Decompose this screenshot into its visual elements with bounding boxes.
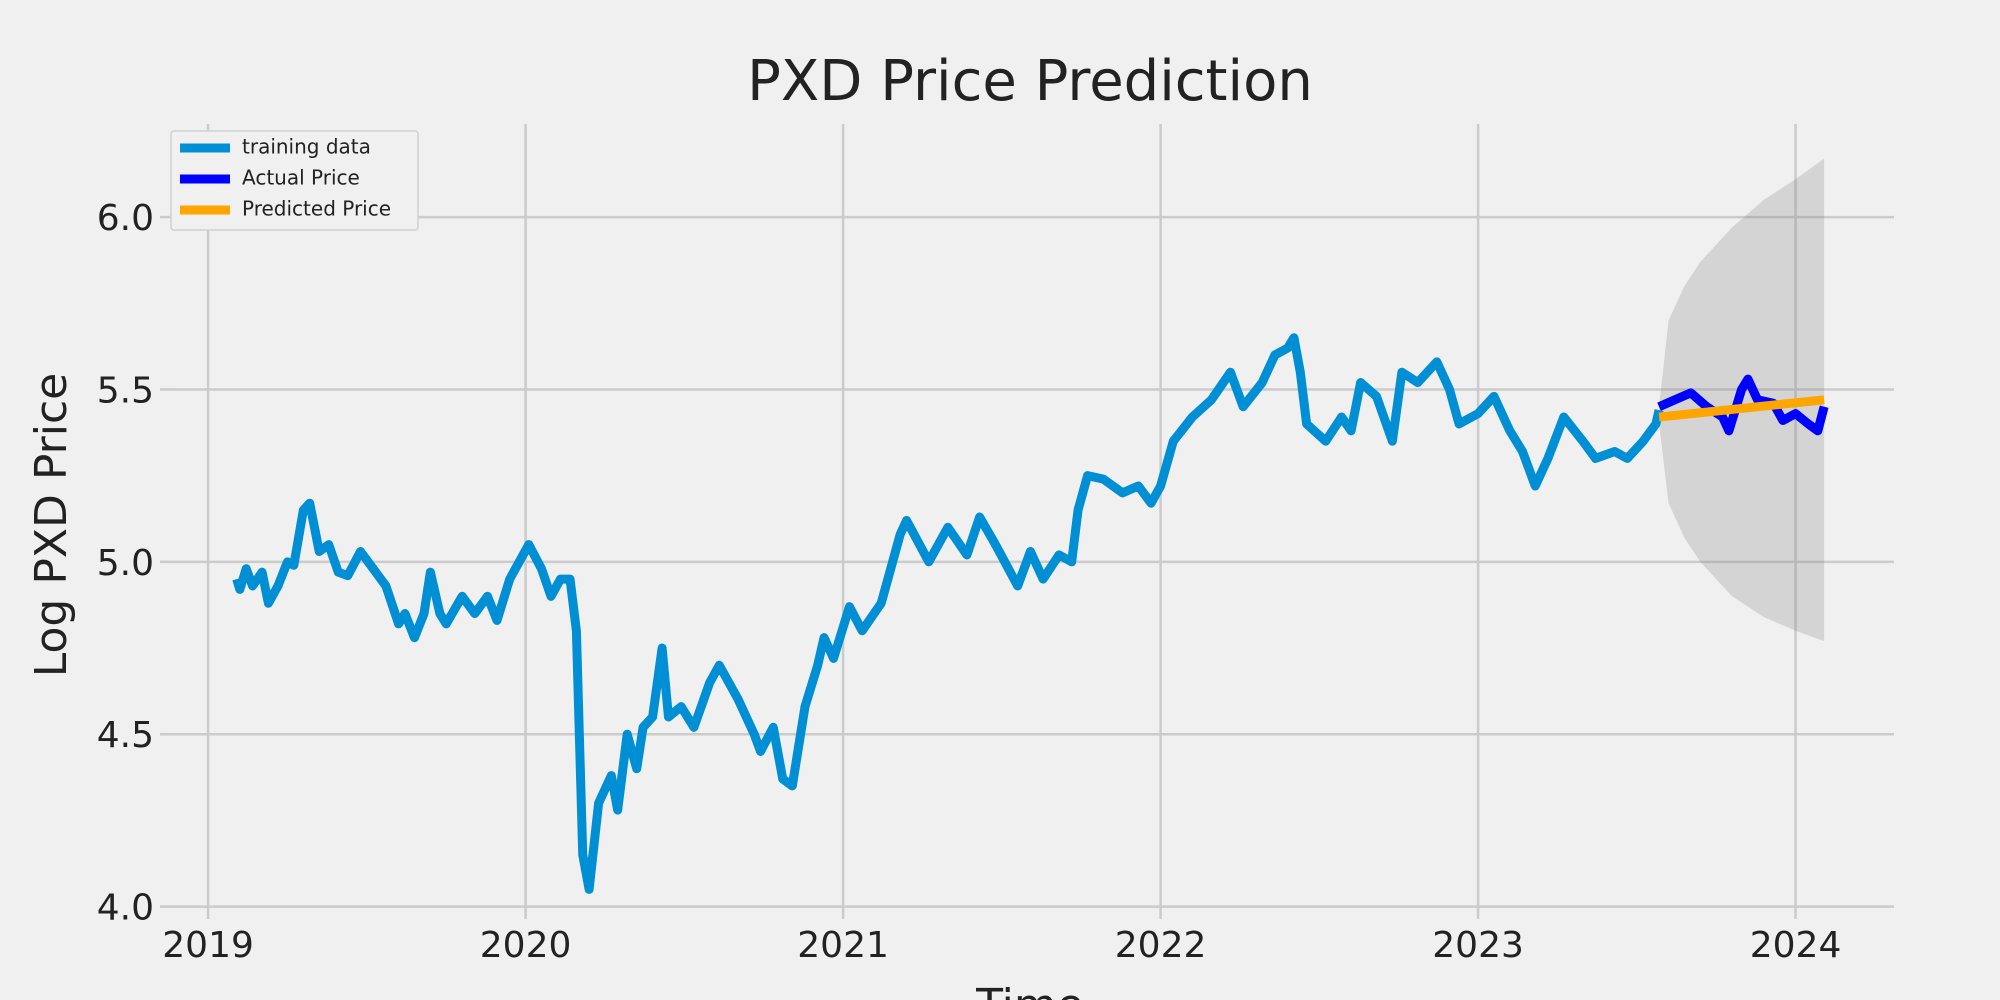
chart-title: PXD Price Prediction bbox=[747, 49, 1313, 114]
x-tick-label: 2024 bbox=[1750, 925, 1842, 966]
legend: training data Actual Price Predicted Price bbox=[170, 130, 419, 231]
x-axis-label: Time bbox=[975, 980, 1084, 1000]
series-line bbox=[1658, 395, 1825, 422]
y-tick-label: 4.5 bbox=[97, 715, 154, 756]
y-tick-label: 4.0 bbox=[97, 888, 154, 929]
series-line bbox=[1657, 374, 1829, 436]
legend-label: Actual Price bbox=[242, 166, 360, 190]
grid: 2019 2020 2021 2022 2023 2024 4.0 4.5 5.0 5.5 6.0 bbox=[97, 124, 1894, 966]
plot-area bbox=[232, 158, 1829, 894]
x-tick-label: 2020 bbox=[480, 925, 572, 966]
series-line bbox=[232, 333, 1664, 894]
y-tick-label: 6.0 bbox=[97, 198, 154, 239]
x-tick-label: 2019 bbox=[162, 925, 254, 966]
legend-label: training data bbox=[242, 135, 371, 159]
y-tick-label: 5.0 bbox=[97, 543, 154, 584]
legend-label: Predicted Price bbox=[242, 197, 391, 221]
x-tick-label: 2023 bbox=[1432, 925, 1524, 966]
y-axis-label: Log PXD Price bbox=[26, 373, 77, 677]
x-tick-label: 2021 bbox=[797, 925, 889, 966]
y-tick-label: 5.5 bbox=[97, 370, 154, 411]
x-tick-label: 2022 bbox=[1115, 925, 1207, 966]
legend-box bbox=[170, 130, 419, 231]
